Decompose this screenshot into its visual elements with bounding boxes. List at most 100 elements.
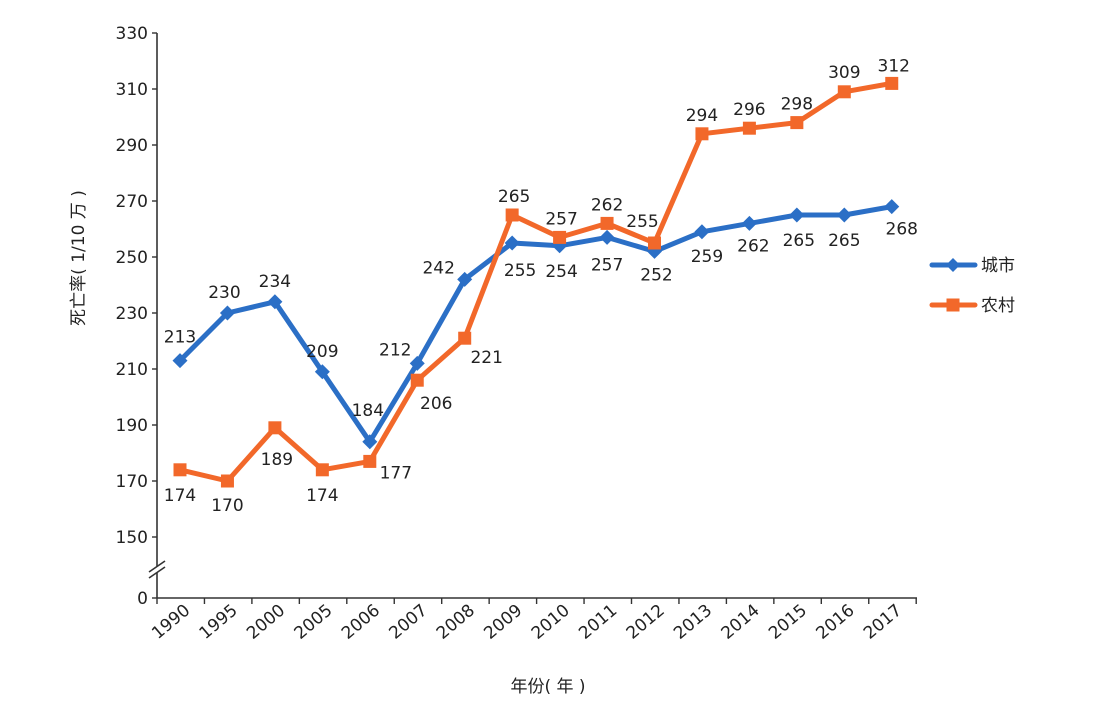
rural-point bbox=[410, 373, 424, 387]
x-tick-label: 2000 bbox=[243, 601, 289, 644]
rural-data-label: 174 bbox=[306, 486, 338, 506]
city-point bbox=[267, 294, 283, 310]
city-point bbox=[836, 207, 852, 223]
city-point bbox=[884, 199, 900, 215]
rural-data-label: 298 bbox=[781, 95, 813, 115]
rural-point bbox=[553, 230, 567, 244]
x-tick-label: 2014 bbox=[718, 601, 764, 644]
legend-city-label: 城市 bbox=[981, 256, 1015, 276]
rural-data-label: 294 bbox=[686, 106, 718, 126]
x-tick-label: 2007 bbox=[385, 601, 431, 644]
rural-data-label: 189 bbox=[261, 450, 293, 470]
rural-point bbox=[648, 236, 661, 250]
legend-item-city: 城市 bbox=[929, 256, 1015, 276]
rural-data-label: 177 bbox=[380, 463, 412, 483]
axis-break-gap bbox=[149, 561, 165, 578]
x-tick-label: 2011 bbox=[575, 601, 621, 644]
legend-item-rural: 农村 bbox=[929, 296, 1015, 316]
x-tick-label: 2006 bbox=[338, 601, 384, 644]
rural-data-label: 174 bbox=[164, 486, 196, 506]
axis-break-mark bbox=[148, 560, 166, 573]
city-point bbox=[694, 224, 710, 240]
y-tick-label: 170 bbox=[116, 472, 148, 492]
x-tick-label: 2010 bbox=[528, 601, 574, 644]
y-tick-label: 290 bbox=[116, 136, 148, 156]
city-point bbox=[362, 434, 378, 450]
x-tick-label: 2005 bbox=[291, 601, 337, 644]
series-layer bbox=[172, 76, 900, 488]
city-data-label: 184 bbox=[352, 401, 384, 421]
city-point bbox=[457, 271, 473, 287]
rural-series-line bbox=[177, 80, 895, 484]
rural-point bbox=[458, 331, 472, 345]
rural-point bbox=[885, 76, 899, 90]
y-tick-label: 330 bbox=[116, 24, 148, 44]
rural-data-label: 170 bbox=[211, 496, 243, 516]
x-tick-label: 2015 bbox=[765, 601, 811, 644]
city-data-label: 265 bbox=[783, 231, 815, 251]
y-axis-title: 死亡率( 1/10 万 ) bbox=[69, 190, 89, 326]
rural-data-label: 255 bbox=[626, 212, 658, 232]
x-tick-label: 2008 bbox=[433, 601, 479, 644]
city-data-label: 213 bbox=[164, 328, 196, 348]
y-tick-label: 310 bbox=[116, 80, 148, 100]
rural-data-label: 312 bbox=[878, 56, 910, 76]
city-data-label: 259 bbox=[691, 247, 723, 267]
y-tick-label: 230 bbox=[116, 304, 148, 324]
rural-point bbox=[268, 421, 282, 435]
rural-point bbox=[505, 208, 519, 222]
y-tick-label: 270 bbox=[116, 192, 148, 212]
legend-rural-label: 农村 bbox=[981, 296, 1015, 316]
city-data-label: 212 bbox=[379, 340, 411, 360]
rural-point bbox=[363, 454, 377, 468]
city-point bbox=[741, 215, 757, 231]
y-tick-label: 150 bbox=[116, 528, 148, 548]
rural-point bbox=[173, 463, 187, 477]
legend: 城市 农村 bbox=[929, 256, 1015, 316]
city-data-label: 209 bbox=[306, 342, 338, 362]
city-point bbox=[172, 353, 188, 369]
rural-data-label: 309 bbox=[828, 63, 860, 83]
rural-point bbox=[220, 474, 234, 488]
x-tick-label: 2009 bbox=[480, 601, 526, 644]
x-tick-label: 1995 bbox=[196, 601, 242, 644]
city-data-label: 230 bbox=[208, 283, 240, 303]
city-data-label: 242 bbox=[422, 258, 454, 278]
rural-point bbox=[790, 116, 804, 130]
city-point bbox=[409, 355, 425, 371]
rural-point bbox=[742, 121, 756, 135]
city-point bbox=[314, 364, 330, 380]
city-point bbox=[789, 207, 805, 223]
city-point bbox=[599, 229, 615, 245]
y-tick-label: 210 bbox=[116, 360, 148, 380]
x-axis-title: 年份( 年 ) bbox=[510, 677, 585, 697]
rural-data-label: 296 bbox=[733, 100, 765, 120]
rural-data-label: 265 bbox=[498, 187, 530, 207]
city-series-line bbox=[177, 204, 895, 445]
city-data-label: 255 bbox=[504, 261, 536, 281]
city-data-label: 265 bbox=[828, 231, 860, 251]
legend-city-diamond-icon bbox=[946, 258, 960, 272]
city-point bbox=[219, 305, 235, 321]
rural-data-label: 221 bbox=[470, 348, 502, 368]
x-tick-label: 2012 bbox=[623, 601, 669, 644]
city-data-label: 262 bbox=[737, 236, 769, 256]
city-data-label: 257 bbox=[591, 255, 623, 275]
y-tick-label: 190 bbox=[116, 416, 148, 436]
city-data-label: 234 bbox=[259, 272, 291, 292]
rural-data-label: 257 bbox=[545, 209, 577, 229]
city-data-label: 268 bbox=[886, 220, 918, 240]
rural-data-label: 262 bbox=[591, 195, 623, 215]
city-data-label: 252 bbox=[640, 265, 672, 285]
rural-point bbox=[695, 127, 709, 141]
rural-point bbox=[837, 85, 851, 99]
x-tick-label: 2016 bbox=[813, 601, 859, 644]
legend-rural-square-icon bbox=[946, 298, 960, 312]
x-tick-label: 2017 bbox=[860, 601, 906, 644]
rural-point bbox=[315, 463, 329, 477]
rural-point bbox=[600, 216, 614, 230]
axis-break-mark bbox=[148, 566, 166, 579]
y-tick-label: 0 bbox=[137, 589, 148, 609]
